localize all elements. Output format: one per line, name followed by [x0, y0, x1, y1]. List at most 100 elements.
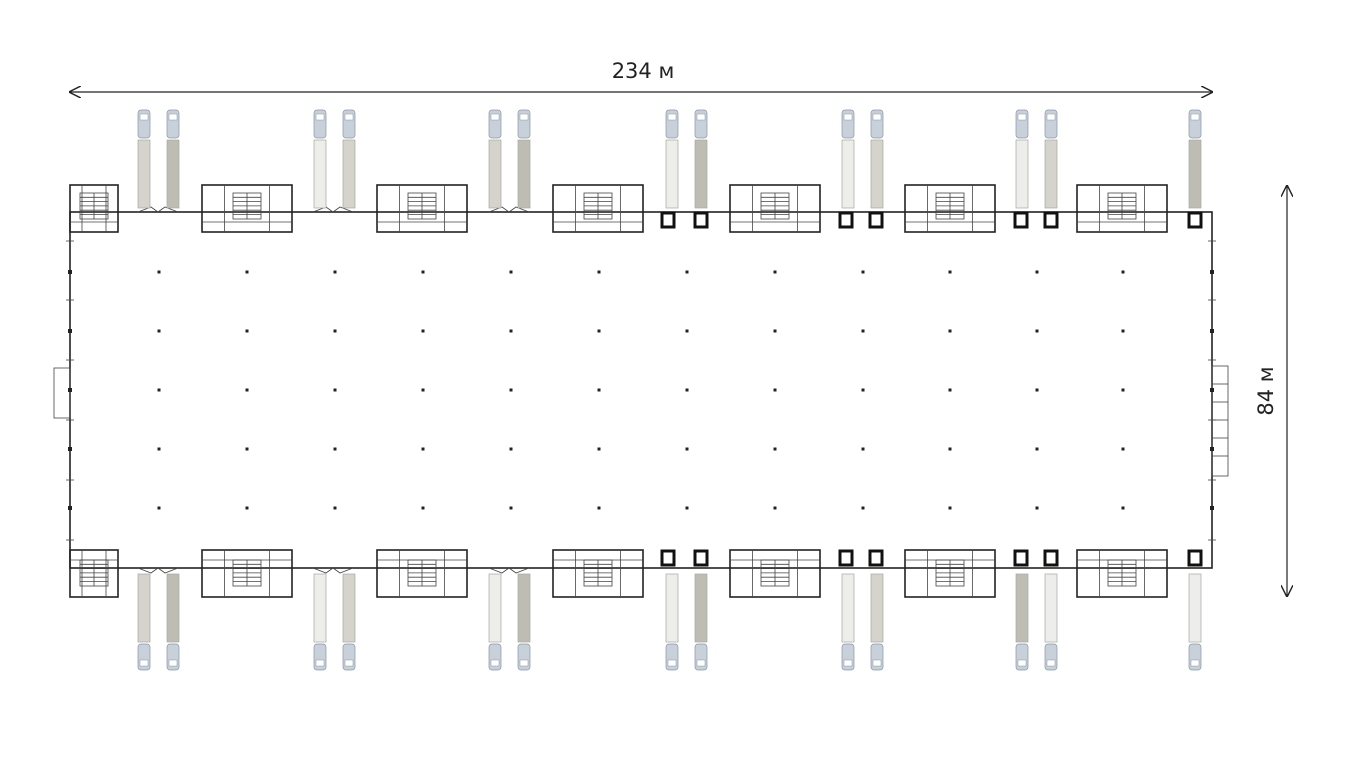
office-blocks	[69, 184, 1168, 598]
office-block	[1076, 549, 1168, 598]
dock-door	[660, 549, 676, 567]
wall-column	[68, 270, 72, 274]
column-marker	[421, 329, 425, 333]
truck	[694, 573, 708, 671]
column-marker	[861, 329, 865, 333]
dock-leveler	[137, 567, 179, 574]
trucks	[137, 109, 1202, 671]
column-marker	[685, 270, 689, 274]
column-marker	[157, 447, 161, 451]
truck	[694, 109, 708, 209]
truck	[342, 109, 356, 209]
truck	[1044, 109, 1058, 209]
office-block	[904, 549, 996, 598]
perimeter-columns	[66, 240, 1216, 541]
truck	[1044, 573, 1058, 671]
wall-column	[1210, 270, 1214, 274]
depth-label: 84 м	[1254, 366, 1278, 415]
dock-door	[1013, 211, 1029, 229]
column-marker	[421, 270, 425, 274]
dock-door	[1187, 549, 1203, 567]
truck	[1188, 573, 1202, 671]
office-block	[376, 549, 468, 598]
column-marker	[1035, 506, 1039, 510]
dock-door	[838, 549, 854, 567]
column-marker	[245, 388, 249, 392]
office-block	[1076, 184, 1168, 233]
column-marker	[333, 447, 337, 451]
dock-door	[693, 549, 709, 567]
column-marker	[509, 329, 513, 333]
column-marker	[948, 388, 952, 392]
column-marker	[509, 388, 513, 392]
dock-door	[693, 211, 709, 229]
column-marker	[685, 329, 689, 333]
column-marker	[245, 506, 249, 510]
truck	[137, 573, 151, 671]
wall-column	[68, 388, 72, 392]
column-marker	[597, 506, 601, 510]
width-dimension: 234 м	[70, 59, 1212, 92]
column-marker	[1121, 506, 1125, 510]
west-annex	[53, 367, 71, 419]
truck	[137, 109, 151, 209]
column-marker	[509, 506, 513, 510]
dock-door	[868, 211, 884, 229]
truck	[342, 573, 356, 671]
dock-door	[1043, 211, 1059, 229]
truck	[166, 109, 180, 209]
column-marker	[509, 270, 513, 274]
office-block	[376, 184, 468, 233]
dock-leveler	[137, 206, 179, 213]
office-block	[904, 184, 996, 233]
truck	[166, 573, 180, 671]
column-marker	[1121, 270, 1125, 274]
dock-door	[838, 211, 854, 229]
dock-leveler	[312, 567, 354, 574]
column-marker	[861, 388, 865, 392]
truck	[517, 109, 531, 209]
depth-dimension: 84 м	[1254, 186, 1287, 596]
truck	[841, 573, 855, 671]
column-marker	[948, 447, 952, 451]
column-marker	[421, 447, 425, 451]
truck	[841, 109, 855, 209]
column-marker	[1035, 329, 1039, 333]
column-marker	[773, 270, 777, 274]
structural-columns	[157, 270, 1125, 510]
truck	[1188, 109, 1202, 209]
column-marker	[421, 388, 425, 392]
truck	[1015, 573, 1029, 671]
dock-door	[1013, 549, 1029, 567]
width-label: 234 м	[612, 59, 675, 83]
truck	[517, 573, 531, 671]
column-marker	[773, 388, 777, 392]
wall-column	[1210, 329, 1214, 333]
column-marker	[685, 388, 689, 392]
column-marker	[245, 270, 249, 274]
column-marker	[1035, 447, 1039, 451]
column-marker	[685, 506, 689, 510]
office-block	[729, 549, 821, 598]
column-marker	[157, 270, 161, 274]
column-marker	[948, 506, 952, 510]
truck	[665, 109, 679, 209]
office-block	[201, 184, 293, 233]
wall-column	[68, 329, 72, 333]
truck	[488, 573, 502, 671]
column-marker	[685, 447, 689, 451]
truck	[313, 573, 327, 671]
office-block	[69, 184, 119, 233]
column-marker	[245, 329, 249, 333]
column-marker	[861, 447, 865, 451]
wall-column	[68, 447, 72, 451]
column-marker	[157, 506, 161, 510]
dock-door	[868, 549, 884, 567]
office-block	[201, 549, 293, 598]
truck	[1015, 109, 1029, 209]
dock-door	[1187, 211, 1203, 229]
wall-column	[1210, 447, 1214, 451]
wall-column	[1210, 506, 1214, 510]
office-block	[729, 184, 821, 233]
